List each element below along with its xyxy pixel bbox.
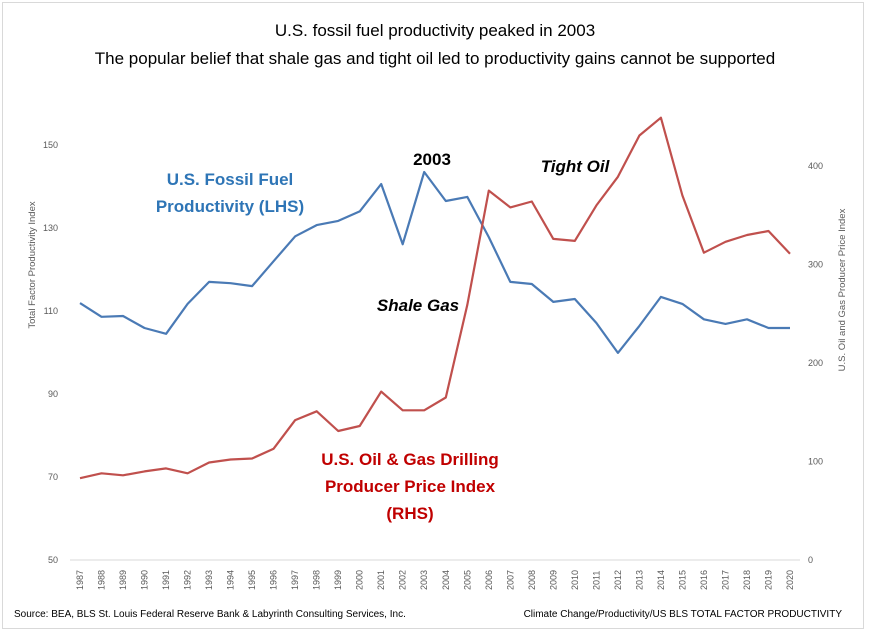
y2-tick-label: 100: [808, 457, 823, 467]
x-tick-label: 1997: [290, 570, 300, 590]
x-tick-label: 2011: [591, 571, 601, 590]
y2-axis-label: U.S. Oil and Gas Producer Price Index: [837, 208, 848, 371]
series-label-price-2: Producer Price Index: [325, 477, 496, 496]
y2-tick-label: 400: [808, 161, 823, 171]
y2-tick-label: 200: [808, 358, 823, 368]
x-tick-label: 2008: [527, 570, 537, 590]
x-tick-label: 2015: [677, 570, 687, 590]
x-tick-label: 2016: [699, 570, 709, 590]
x-tick-label: 1998: [312, 570, 322, 590]
price-index-series-line: [79, 116, 791, 480]
x-tick-label: 2014: [656, 570, 666, 590]
x-tick-label: 1994: [226, 570, 236, 590]
x-tick-label: 2007: [505, 570, 515, 590]
series-label-productivity-2: Productivity (LHS): [156, 197, 304, 216]
x-tick-label: 1990: [140, 570, 150, 590]
y-tick-label: 110: [44, 306, 58, 316]
x-tick-label: 2002: [398, 570, 408, 590]
productivity-series-line: [79, 170, 790, 354]
x-tick-label: 2004: [441, 570, 451, 590]
y2-tick-label: 300: [808, 260, 823, 270]
annotation-tight-oil: Tight Oil: [541, 157, 611, 176]
x-tick-label: 2009: [548, 570, 558, 590]
y2-tick-label: 0: [808, 555, 813, 565]
x-tick-label: 2012: [613, 570, 623, 590]
y-tick-label: 150: [43, 140, 58, 150]
y-tick-label: 90: [48, 389, 58, 399]
y-tick-label: 70: [48, 472, 58, 482]
series-label-price-3: (RHS): [386, 504, 433, 523]
x-tick-label: 1989: [118, 570, 128, 590]
x-tick-label: 1996: [269, 570, 279, 590]
y-axis-label: Total Factor Productivity Index: [27, 201, 38, 328]
x-tick-label: 1992: [183, 570, 193, 590]
x-tick-label: 1999: [333, 570, 343, 590]
x-tick-label: 2005: [462, 570, 472, 590]
x-tick-label: 1993: [204, 570, 214, 590]
x-tick-label: 1988: [97, 570, 107, 590]
x-tick-label: 2000: [355, 570, 365, 590]
x-tick-label: 1987: [75, 570, 85, 590]
x-tick-label: 1991: [161, 570, 171, 590]
x-tick-label: 2013: [634, 570, 644, 590]
series-label-price-1: U.S. Oil & Gas Drilling: [321, 450, 499, 469]
annotation-2003: 2003: [413, 150, 451, 169]
x-tick-label: 2006: [484, 570, 494, 590]
x-tick-label: 2018: [742, 570, 752, 590]
y-tick-label: 50: [48, 555, 58, 565]
y-tick-label: 130: [43, 223, 58, 233]
source-note: Source: BEA, BLS St. Louis Federal Reser…: [14, 609, 406, 620]
chart-frame: [2, 2, 864, 629]
x-tick-label: 2003: [419, 570, 429, 590]
chart-title: U.S. fossil fuel productivity peaked in …: [275, 21, 595, 40]
x-tick-label: 2010: [570, 570, 580, 590]
x-tick-label: 2001: [376, 570, 386, 590]
series-label-productivity-1: U.S. Fossil Fuel: [167, 170, 294, 189]
x-tick-label: 2020: [785, 570, 795, 590]
x-tick-label: 2019: [763, 570, 773, 590]
x-tick-label: 1995: [247, 570, 257, 590]
annotation-shale-gas: Shale Gas: [377, 296, 459, 315]
chart-subtitle: The popular belief that shale gas and ti…: [95, 49, 775, 68]
x-tick-label: 2017: [720, 570, 730, 590]
file-path-note: Climate Change/Productivity/US BLS TOTAL…: [524, 609, 843, 620]
